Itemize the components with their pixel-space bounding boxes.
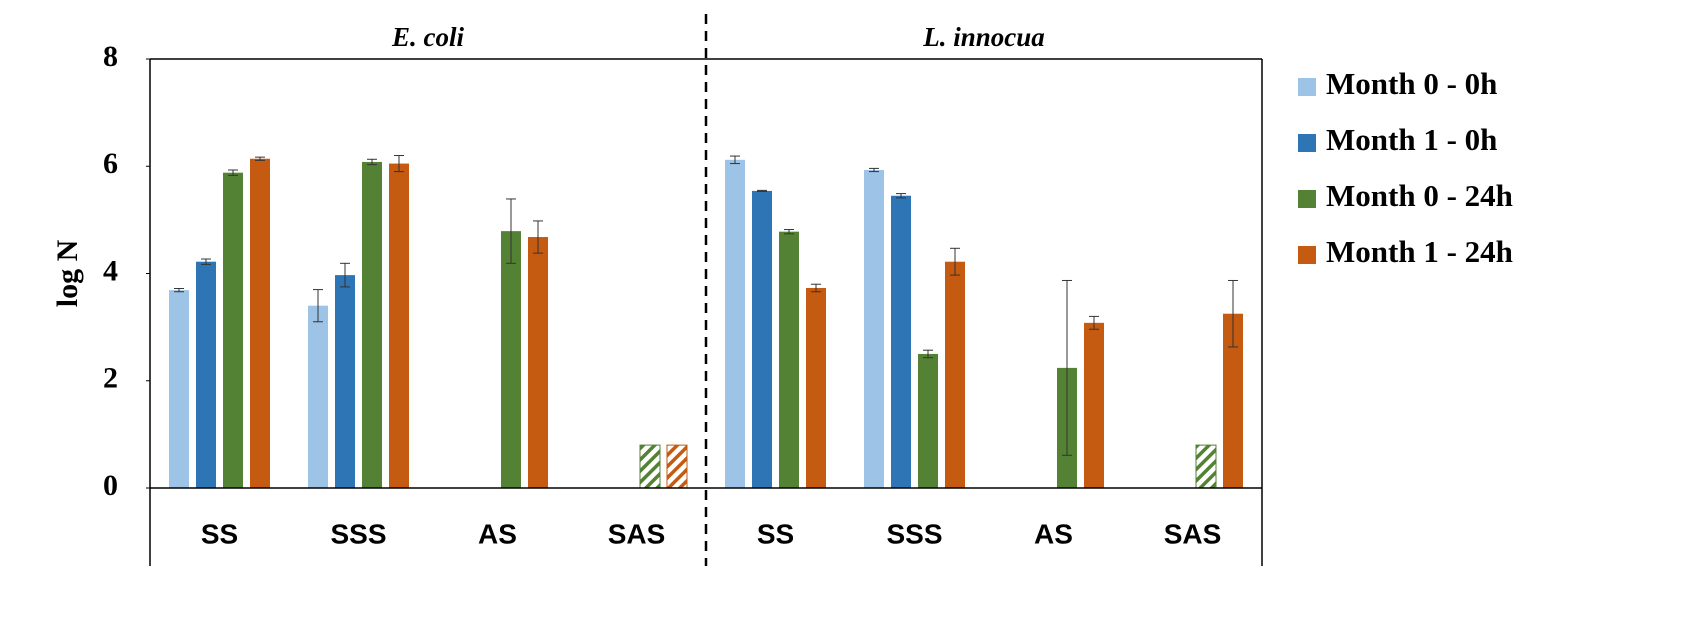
bar [223,172,243,488]
x-tick-label: SSS [330,518,386,549]
bar [918,353,938,488]
error-bar [255,156,265,161]
bar [501,231,521,489]
error-bar [923,349,933,359]
bar [864,170,884,488]
bar [945,261,965,488]
bar [335,275,355,488]
bar [250,158,270,488]
panel-title: E. coli [391,22,464,52]
y-tick-label: 0 [103,469,118,502]
error-bar [228,169,238,176]
hatched-bar [1195,444,1217,489]
error-bar [506,198,516,264]
legend-label: Month 0 - 24h [1326,178,1513,213]
bar [752,190,772,489]
error-bar [896,193,906,199]
error-bar [784,229,794,235]
bar [1223,313,1243,488]
bar [362,161,382,488]
legend-swatch [1298,190,1316,208]
hatched-bar [639,444,661,489]
error-bar [313,289,323,323]
y-tick-label: 8 [103,40,118,73]
error-bar [394,155,404,173]
x-tick-label: SS [201,518,238,549]
legend-label: Month 1 - 24h [1326,234,1513,269]
x-tick-label: SSS [886,518,942,549]
x-tick-label: AS [478,518,517,549]
y-tick-label: 4 [103,254,118,287]
error-bar [174,288,184,293]
bar [196,261,216,488]
error-bar [811,283,821,293]
error-bar [869,167,879,173]
bar [1084,322,1104,488]
legend-label: Month 0 - 0h [1326,66,1497,101]
error-bar [757,189,767,192]
hatched-bar [666,444,688,489]
legend-swatch [1298,134,1316,152]
bar [725,159,745,488]
panel-title: L. innocua [922,22,1045,52]
y-tick-label: 6 [103,147,118,180]
x-tick-label: SAS [1164,518,1222,549]
bar [308,305,328,488]
error-bar [201,258,211,265]
bar [389,163,409,488]
x-tick-label: SAS [608,518,666,549]
bar [779,231,799,489]
error-bar [1228,279,1238,348]
bar [528,237,548,488]
bar [806,287,826,488]
x-tick-label: SS [757,518,794,549]
legend-swatch [1298,78,1316,96]
error-bar [1062,279,1072,456]
legend-swatch [1298,246,1316,264]
error-bar [1089,315,1099,330]
error-bar [950,247,960,276]
error-bar [533,220,543,254]
bar [169,290,189,488]
legend-label: Month 1 - 0h [1326,122,1497,157]
x-tick-label: AS [1034,518,1073,549]
bar [891,195,911,488]
y-tick-label: 2 [103,362,118,395]
y-axis-label: log N [51,239,84,307]
error-bar [367,158,377,166]
error-bar [340,262,350,288]
error-bar [730,155,740,165]
